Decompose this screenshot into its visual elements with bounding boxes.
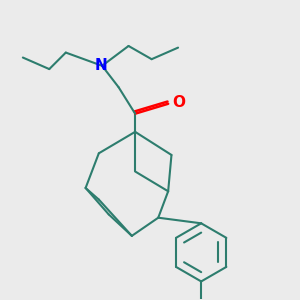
Text: N: N xyxy=(95,58,108,73)
Text: O: O xyxy=(172,94,185,110)
